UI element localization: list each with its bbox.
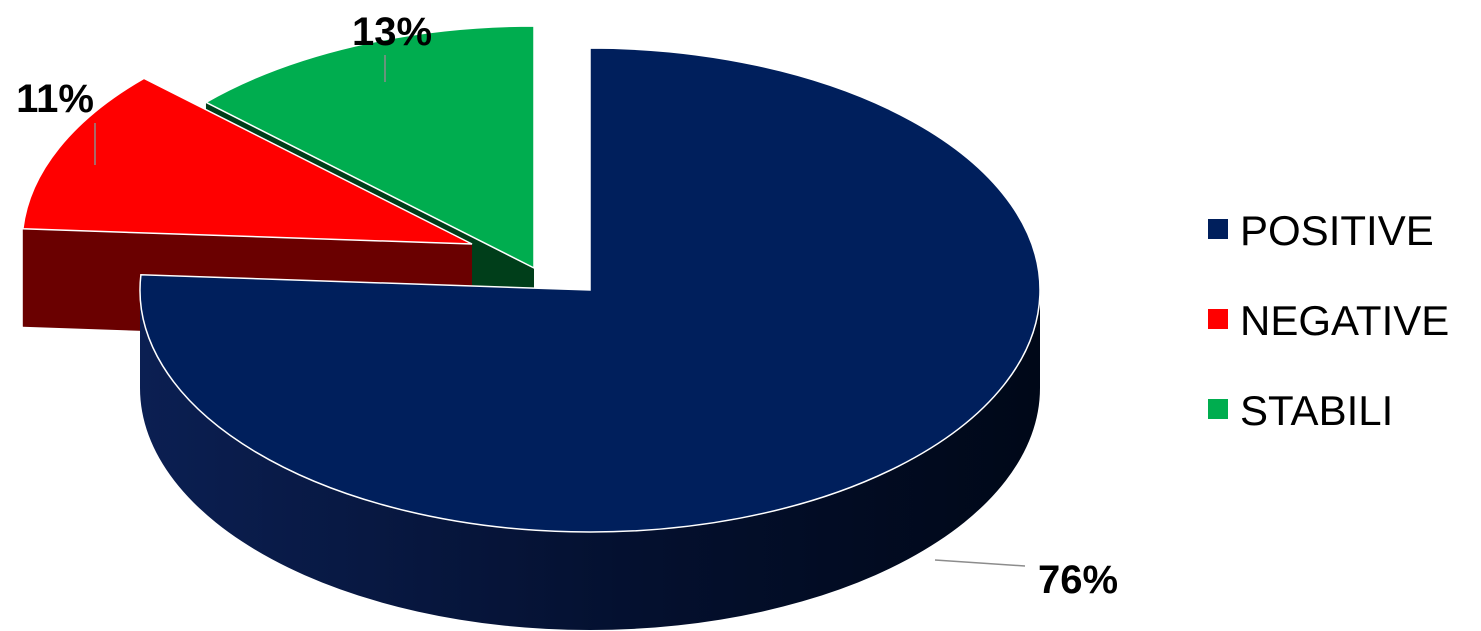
- legend-item-stabili: STABILI: [1208, 387, 1393, 434]
- legend-item-negative: NEGATIVE: [1208, 297, 1449, 344]
- data-label-stabili: 13%: [352, 10, 432, 54]
- pie-slices: [22, 25, 1041, 630]
- legend-item-positive: POSITIVE: [1208, 207, 1434, 254]
- legend-label-negative: NEGATIVE: [1240, 297, 1449, 344]
- legend-swatch-stabili: [1208, 399, 1228, 419]
- legend-label-stabili: STABILI: [1240, 387, 1393, 434]
- data-labels: 76% 13% 11%: [16, 10, 1118, 602]
- data-label-negative: 11%: [16, 77, 94, 121]
- slice-top-negative: [22, 77, 473, 245]
- data-label-positive: 76%: [1038, 558, 1118, 602]
- slice-top-stabili: [204, 25, 535, 270]
- slice-top-positive: [139, 47, 1041, 533]
- leader-line-positive: [934, 559, 1026, 567]
- legend-swatch-positive: [1208, 219, 1228, 239]
- legend-label-positive: POSITIVE: [1240, 207, 1434, 254]
- legend: POSITIVE NEGATIVE STABILI: [1208, 207, 1449, 434]
- legend-swatch-negative: [1208, 309, 1228, 329]
- pie-slice-positive: [139, 47, 1041, 630]
- slice-wall-positive: [140, 290, 1040, 630]
